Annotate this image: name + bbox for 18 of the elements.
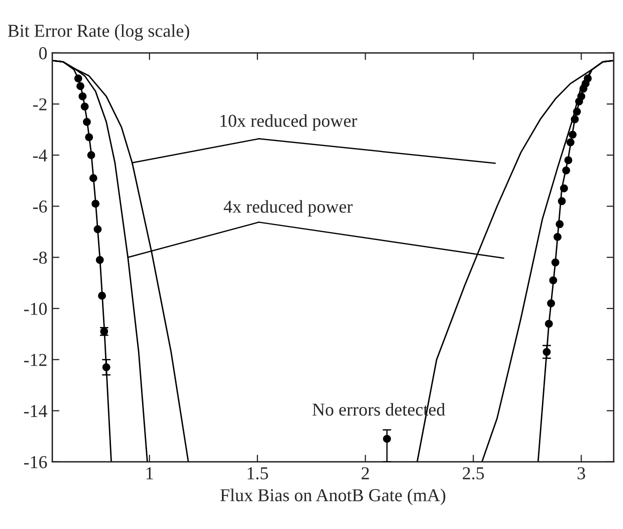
x-axis-title: Flux Bias on AnotB Gate (mA) — [220, 488, 446, 505]
x-tick-label: 1 — [146, 467, 153, 480]
x-tick-label: 2 — [362, 467, 369, 480]
y-tick-label: -14 — [24, 405, 48, 417]
y-tick-label: -10 — [24, 302, 47, 315]
annotation: 4x reduced power — [224, 200, 353, 216]
y-tick-label: -8 — [33, 252, 47, 264]
annotation: 10x reduced power — [220, 114, 358, 131]
y-tick-label: 0 — [39, 47, 47, 60]
y-tick-label: -12 — [24, 354, 46, 366]
y-tick-label: -2 — [33, 98, 46, 110]
x-tick-label: 3 — [578, 467, 586, 480]
y-tick-label: -6 — [33, 200, 47, 213]
y-axis-title: Bit Error Rate (log scale) — [8, 24, 190, 41]
y-tick-label: -16 — [24, 456, 47, 468]
x-tick-label: 1.5 — [248, 467, 268, 480]
x-tick-label: 2.5 — [462, 467, 484, 480]
y-tick-label: -4 — [33, 150, 48, 162]
